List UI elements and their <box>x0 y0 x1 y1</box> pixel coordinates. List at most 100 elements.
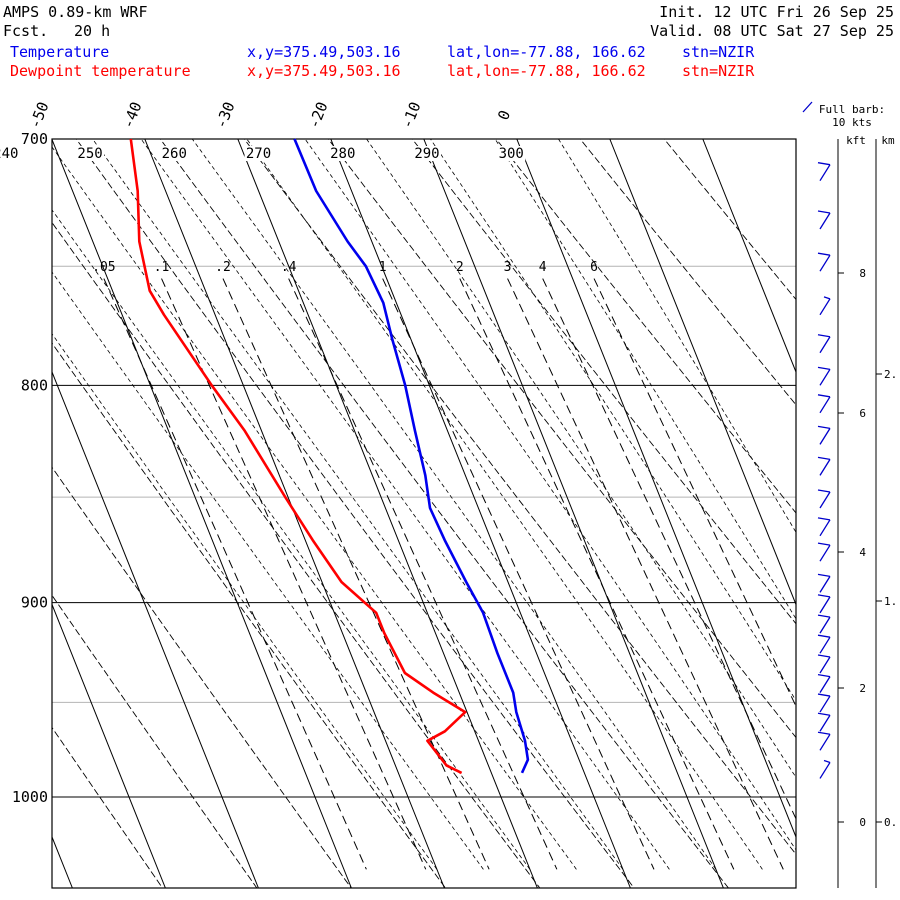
wind-barb-flag <box>823 759 831 764</box>
wind-barb-flag <box>817 394 831 398</box>
barb-legend-line1: Full barb: <box>819 103 885 116</box>
mixing-ratio-line <box>382 278 655 870</box>
wind-barb-staff <box>819 616 831 634</box>
wind-barb-staff <box>819 212 831 230</box>
dry-adiabat-line <box>52 466 352 888</box>
mixing-ratio-line <box>103 278 367 870</box>
wind-barb <box>817 731 831 751</box>
isotherm-line <box>330 139 631 888</box>
wind-barbs <box>817 162 831 779</box>
mixing-ratio-line <box>161 278 427 870</box>
legend-temperature-latlon: lat,lon=-77.88, 166.62 <box>447 43 646 61</box>
dry-adiabat-label-bg <box>412 146 441 161</box>
wind-barb <box>817 489 831 509</box>
dry-adiabat-label: 240 <box>0 146 18 162</box>
temperature-profile <box>293 138 530 774</box>
wind-barb-flag <box>817 162 831 166</box>
wind-barb-flag <box>817 334 831 338</box>
wind-barb <box>817 712 831 732</box>
dry-adiabat-line <box>579 139 796 406</box>
forecast-label: Fcst. <box>3 22 49 40</box>
wind-barb <box>817 542 831 562</box>
kft-tick-label: 8 <box>859 267 866 280</box>
dry-adiabat-line <box>327 139 796 739</box>
wind-barb-staff <box>819 596 831 614</box>
wind-barb-flag <box>817 731 831 735</box>
barb-legend-symbol <box>802 101 813 113</box>
wind-barb-staff <box>819 576 831 593</box>
wind-barb-flag <box>817 594 831 598</box>
kft-tick-label: 4 <box>859 546 866 559</box>
wind-barb-staff <box>819 656 831 674</box>
kft-tick-label: 2 <box>859 682 866 695</box>
km-tick-label: 1. <box>884 595 897 608</box>
dry-adiabat-label-bg <box>244 146 273 161</box>
moist-adiabat-line <box>430 139 796 702</box>
wind-barb <box>817 162 831 182</box>
mixing-ratio-label: 2 <box>456 260 464 275</box>
dry-adiabat-label: 250 <box>77 146 102 162</box>
isotherm-line <box>702 139 796 374</box>
skewt-grid <box>52 139 796 888</box>
dry-adiabat-label: 290 <box>414 146 439 162</box>
wind-barb-staff <box>819 368 831 386</box>
wind-barb <box>817 366 831 386</box>
moist-adiabat-line <box>191 139 717 870</box>
wind-barb-flag <box>817 654 831 658</box>
wind-barb-flag <box>817 456 831 460</box>
wind-barb-flag <box>817 366 831 370</box>
mixing-ratio-label: 4 <box>539 260 547 275</box>
wind-barb-flag <box>817 210 831 214</box>
km-tick-label: 0. <box>884 816 897 829</box>
isotherm-line <box>423 139 724 888</box>
wind-barb-staff <box>819 254 831 272</box>
dry-adiabat-label: 300 <box>499 146 524 162</box>
moist-adiabat-line <box>52 146 577 870</box>
dry-adiabat-line <box>52 221 541 888</box>
isotherm-line <box>52 835 73 888</box>
wind-barb <box>817 210 831 230</box>
dry-adiabat-line <box>411 139 796 625</box>
wind-barb <box>817 594 831 614</box>
pressure-label: 700 <box>21 130 48 148</box>
valid-time: Valid. 08 UTC Sat 27 Sep 25 <box>650 22 894 40</box>
dry-adiabat-line <box>243 139 796 855</box>
barb-legend-line2: 10 kts <box>832 116 872 129</box>
legend-dewpoint-coords: x,y=375.49,503.16 <box>247 62 401 80</box>
wind-barb-flag <box>817 542 831 546</box>
height-scale: kft km 0 2 4 6 8 0. 1. 2. <box>837 134 897 888</box>
dry-adiabat-label-bg <box>76 146 105 161</box>
wind-barb <box>817 334 831 354</box>
dry-adiabat-line <box>495 139 796 514</box>
wind-barb <box>819 759 831 779</box>
dry-adiabat-label-bg <box>328 146 357 161</box>
dry-adiabat-label-bg <box>497 146 526 161</box>
mixing-ratio-line <box>593 278 796 708</box>
wind-barb <box>819 296 831 316</box>
wind-barb <box>817 456 831 476</box>
wind-barb <box>817 252 831 272</box>
wind-barb-staff <box>819 636 831 654</box>
dry-adiabat-label-bg <box>160 146 189 161</box>
mixing-ratio-label: .4 <box>281 260 297 275</box>
legend-dewpoint-latlon: lat,lon=-77.88, 166.62 <box>447 62 646 80</box>
model-title: AMPS 0.89-km WRF <box>3 3 148 21</box>
moist-adiabat-line <box>52 209 531 870</box>
wind-barb-flag <box>817 634 831 638</box>
wind-barb-staff <box>819 695 831 713</box>
wind-barb-flag <box>817 693 831 697</box>
wind-barb-staff <box>819 676 831 693</box>
wind-barb <box>817 673 831 693</box>
isotherm-line <box>516 139 796 839</box>
mixing-ratio-line <box>222 278 490 870</box>
moist-adiabat-line <box>92 139 624 870</box>
kft-header: kft <box>846 134 866 147</box>
wind-barb <box>817 573 831 593</box>
kft-tick-label: 6 <box>859 407 866 420</box>
moist-adiabat-line <box>366 139 796 779</box>
wind-barb-flag <box>817 252 831 256</box>
legend-temperature-name: Temperature <box>10 43 110 61</box>
legend-temperature-station: stn=NZIR <box>682 43 755 61</box>
